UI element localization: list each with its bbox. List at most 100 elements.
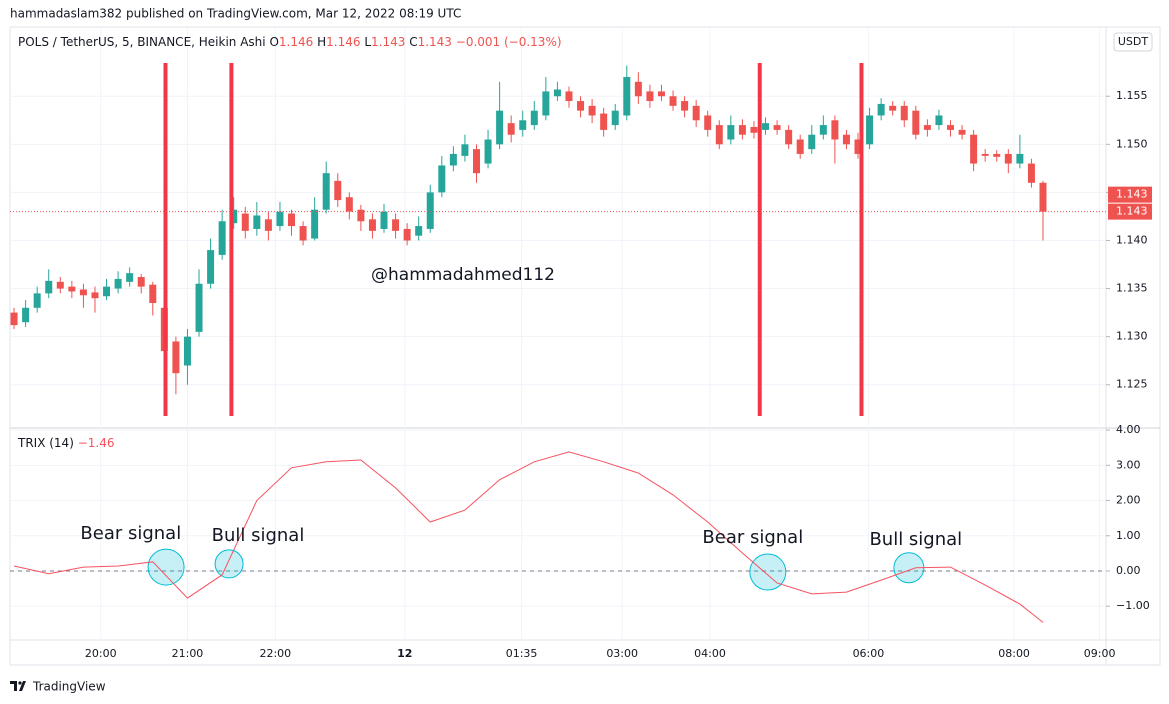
candle-body <box>831 120 839 140</box>
candle-body <box>126 273 134 282</box>
signal-circle <box>147 548 185 586</box>
candle-body <box>634 81 642 97</box>
x-tick-label: 04:00 <box>694 647 726 660</box>
open-value: 1.146 <box>279 35 313 49</box>
logo-dot <box>18 681 22 685</box>
candle-body <box>935 115 943 126</box>
x-tick-label: 09:00 <box>1084 647 1116 660</box>
candle-body <box>577 101 585 111</box>
candle-body <box>565 91 573 102</box>
candle-body <box>842 134 850 145</box>
candle-body <box>692 105 700 121</box>
change: −0.001 (−0.13%) <box>456 35 562 49</box>
candle-body <box>727 125 735 140</box>
candle-body <box>264 219 272 231</box>
y-tick-label: 1.130 <box>1116 330 1148 343</box>
candle-body <box>415 226 423 236</box>
candle-body <box>750 127 758 133</box>
x-tick-label: 22:00 <box>259 647 291 660</box>
candle-body <box>854 139 862 154</box>
x-tick-label: 03:00 <box>606 647 638 660</box>
candle-body <box>808 134 816 150</box>
y2-tick-label: 2.00 <box>1116 494 1141 507</box>
candle-body <box>91 292 99 299</box>
tradingview-logo <box>10 681 26 691</box>
candle-body <box>519 120 527 130</box>
y2-tick-label: 0.00 <box>1116 564 1141 577</box>
signal-annotation: Bull signal <box>212 525 305 546</box>
candle-body <box>889 105 897 111</box>
candle-body <box>923 125 931 130</box>
candle-body <box>657 91 665 97</box>
footer-brand: TradingView <box>32 680 106 694</box>
candle-body <box>218 221 226 255</box>
candle-body <box>392 219 400 231</box>
candle-body <box>195 283 203 332</box>
symbol: POLS / TetherUS, 5, BINANCE, Heikin Ashi <box>18 35 266 49</box>
indicator-legend: TRIX (14) −1.46 <box>17 436 114 450</box>
x-tick-label: 12 <box>397 647 412 660</box>
candle-body <box>484 139 492 164</box>
candle-body <box>1004 153 1012 164</box>
x-tick-label: 01:35 <box>506 647 538 660</box>
candle-body <box>368 219 376 231</box>
candle-body <box>715 125 723 145</box>
candle-body <box>322 173 330 210</box>
candle-body <box>704 115 712 130</box>
x-tick-label: 21:00 <box>172 647 204 660</box>
close-value: 1.143 <box>418 35 452 49</box>
open-letter: O <box>269 35 278 49</box>
y2-tick-label: −1.00 <box>1116 599 1150 612</box>
candle-body <box>137 277 145 287</box>
candle-body <box>172 341 180 374</box>
x-tick-label: 08:00 <box>998 647 1030 660</box>
watermark: @hammadahmed112 <box>371 265 555 285</box>
candle-body <box>900 105 908 121</box>
candle-body <box>45 280 53 294</box>
candle-body <box>611 110 619 126</box>
candle-body <box>738 125 746 135</box>
candle-body <box>970 134 978 164</box>
candle-body <box>345 197 353 212</box>
candle-body <box>472 149 480 174</box>
price-label-box <box>1108 203 1152 220</box>
candle-body <box>623 77 631 116</box>
currency-button[interactable] <box>1113 32 1153 52</box>
signal-annotation: Bull signal <box>869 529 962 550</box>
currency[interactable]: USDT <box>1118 35 1149 48</box>
candle-body <box>496 110 504 145</box>
candle-body <box>288 213 296 227</box>
candle-body <box>461 144 469 156</box>
y-tick-label: 1.140 <box>1116 233 1148 246</box>
price-label-box <box>1108 186 1152 203</box>
candle-body <box>553 89 561 97</box>
price-label: 1.143 <box>1116 188 1148 201</box>
signal-annotation: Bear signal <box>702 527 803 548</box>
candle-body <box>438 165 446 193</box>
logo-icon <box>10 681 26 691</box>
candle-body <box>1039 182 1047 212</box>
candle-body <box>993 153 1001 157</box>
candle-body <box>56 281 64 289</box>
indicator-name: TRIX (14) <box>17 436 74 450</box>
candle-body <box>114 278 122 289</box>
candle-body <box>183 336 191 366</box>
chart-frame <box>9 26 1161 666</box>
candle-body <box>403 228 411 241</box>
candle-body <box>646 91 654 102</box>
candle-body <box>600 113 608 130</box>
candle-body <box>866 115 874 145</box>
candle-body <box>588 105 596 116</box>
candle-body <box>507 123 515 135</box>
candle-body <box>334 180 342 201</box>
y2-tick-label: 1.00 <box>1116 529 1141 542</box>
low-value: 1.143 <box>371 35 405 49</box>
low-letter: L <box>364 35 371 49</box>
candle-body <box>68 286 76 292</box>
candle-body <box>241 213 249 231</box>
candle-body <box>773 125 781 130</box>
price-label: 1.143 <box>1116 205 1148 218</box>
candle-body <box>276 211 284 227</box>
candle-body <box>253 215 261 229</box>
